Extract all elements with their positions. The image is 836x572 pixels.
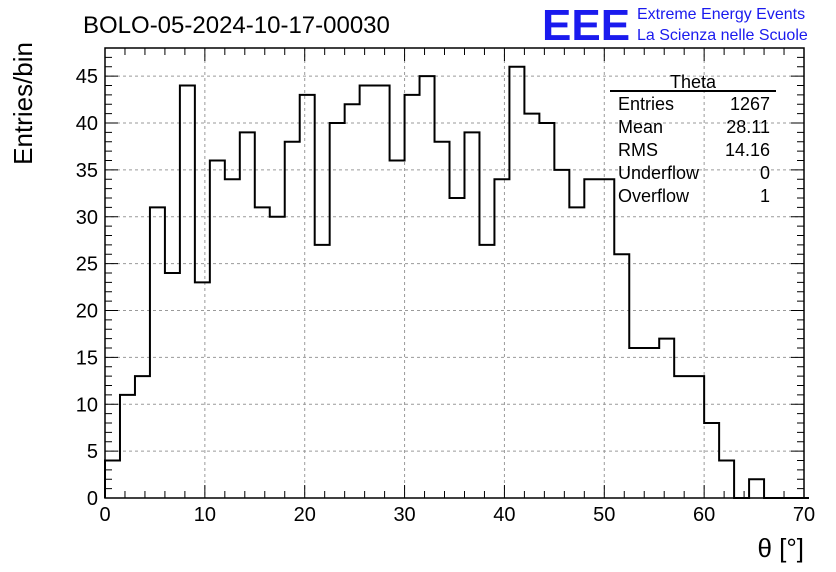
x-tick-label: 0	[99, 504, 110, 526]
x-tick-label: 20	[294, 504, 316, 526]
x-tick-label: 70	[793, 504, 815, 526]
stats-label: Overflow	[618, 186, 690, 206]
x-tick-label: 10	[194, 504, 216, 526]
y-tick-label: 25	[76, 254, 98, 276]
y-tick-label: 40	[76, 113, 98, 135]
stats-label: Entries	[618, 94, 674, 114]
x-tick-labels: 0 10 20 30 40 50 60 70	[99, 504, 815, 526]
y-tick-label: 45	[76, 66, 98, 88]
y-tick-label: 0	[87, 488, 98, 510]
stats-value: 0	[760, 163, 770, 183]
y-tick-label: 15	[76, 347, 98, 369]
x-tick-label: 60	[693, 504, 715, 526]
grid-lines	[105, 48, 804, 498]
y-tick-label: 30	[76, 207, 98, 229]
eee-logo-mark: EEE	[542, 1, 630, 50]
x-axis-title: θ [°]	[757, 533, 804, 563]
histogram-step-line	[104, 65, 809, 499]
stats-rows: Entries 1267 Mean 28.11 RMS 14.16 Underflow 0 Ov…	[618, 94, 770, 206]
stats-value: 28.11	[726, 117, 770, 137]
stats-value: 1267	[730, 94, 770, 114]
axis-ticks	[104, 47, 805, 499]
y-tick-label: 5	[87, 441, 98, 463]
y-tick-label: 10	[76, 394, 98, 416]
stats-label: Underflow	[618, 163, 700, 183]
x-tick-label: 30	[393, 504, 415, 526]
stats-box: Theta Entries 1267 Mean 28.11 RMS 14.16 Underf…	[610, 72, 776, 206]
stats-value: 1	[760, 186, 770, 206]
x-tick-label: 40	[493, 504, 515, 526]
stats-label: Mean	[618, 117, 663, 137]
y-tick-label: 35	[76, 160, 98, 182]
stats-value: 14.16	[725, 140, 770, 160]
stats-label: RMS	[618, 140, 658, 160]
logo-line-2: La Scienza nelle Scuole	[637, 27, 808, 44]
stats-title: Theta	[670, 72, 717, 92]
y-tick-labels: 0 5 10 15 20 25 30 35 40 45	[76, 66, 98, 510]
run-title: BOLO-05-2024-10-17-00030	[83, 12, 390, 39]
logo-line-1: Extreme Energy Events	[637, 6, 805, 23]
x-tick-label: 50	[593, 504, 615, 526]
y-axis-title: Entries/bin	[8, 42, 38, 165]
y-tick-label: 20	[76, 301, 98, 323]
eee-logo: EEE Extreme Energy Events La Scienza nel…	[542, 1, 808, 50]
